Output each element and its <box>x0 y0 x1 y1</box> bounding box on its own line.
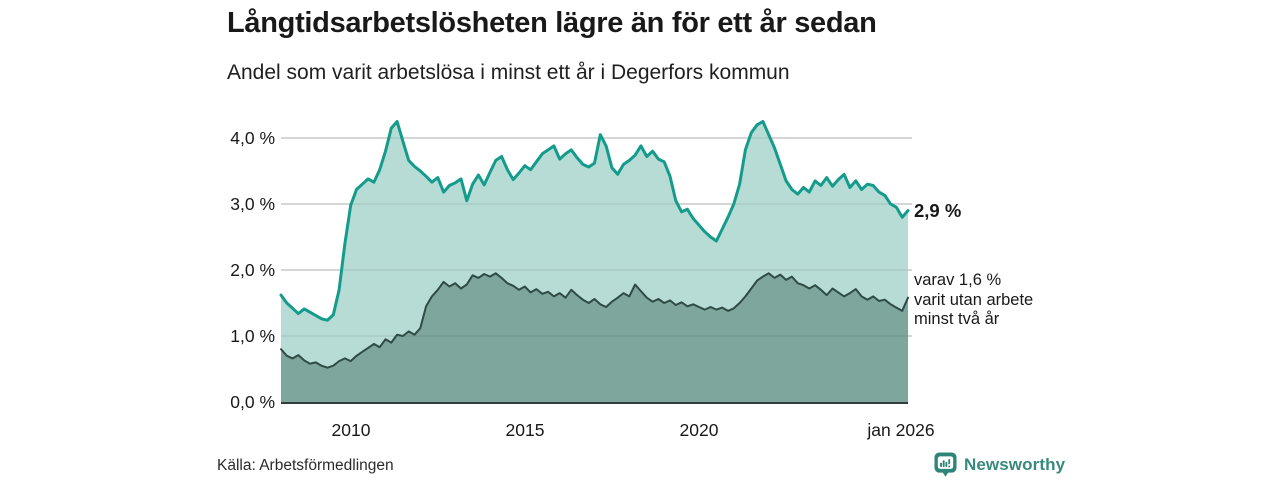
y-tick-2: 2,0 % <box>230 260 275 280</box>
chart-subtitle: Andel som varit arbetslösa i minst ett å… <box>227 61 790 84</box>
y-tick-1: 1,0 % <box>230 326 275 346</box>
area-unemployed-2yr <box>281 273 908 402</box>
source-credit: Källa: Arbetsförmedlingen <box>217 457 394 474</box>
two-year-annotation: varav 1,6 % varit utan arbete minst två … <box>914 271 1033 330</box>
y-tick-3: 3,0 % <box>230 194 275 214</box>
two-year-annotation-line3: minst två år <box>914 310 1000 328</box>
chart-title: Långtidsarbetslösheten lägre än för ett … <box>227 7 877 39</box>
line-unemployed-2yr <box>280 272 909 369</box>
y-tick-4: 4,0 % <box>230 128 275 148</box>
x-tick-jan-2026: jan 2026 <box>867 420 935 440</box>
x-tick-2020: 2020 <box>679 420 719 440</box>
newsworthy-bubble-chart-icon <box>934 452 957 477</box>
y-tick-0: 0,0 % <box>230 392 275 412</box>
two-year-annotation-line2: varit utan arbete <box>914 290 1034 309</box>
latest-value-label: 2,9 % <box>914 200 962 221</box>
x-tick-2015: 2015 <box>505 420 545 440</box>
gridlines-overlay <box>281 137 912 337</box>
newsworthy-wordmark: Newsworthy <box>964 454 1066 474</box>
x-tick-2010: 2010 <box>331 420 371 440</box>
newsworthy-logo: Newsworthy <box>934 452 1065 477</box>
two-year-annotation-line1: varav 1,6 % <box>914 271 1002 289</box>
line-unemployed-1yr <box>279 120 910 322</box>
